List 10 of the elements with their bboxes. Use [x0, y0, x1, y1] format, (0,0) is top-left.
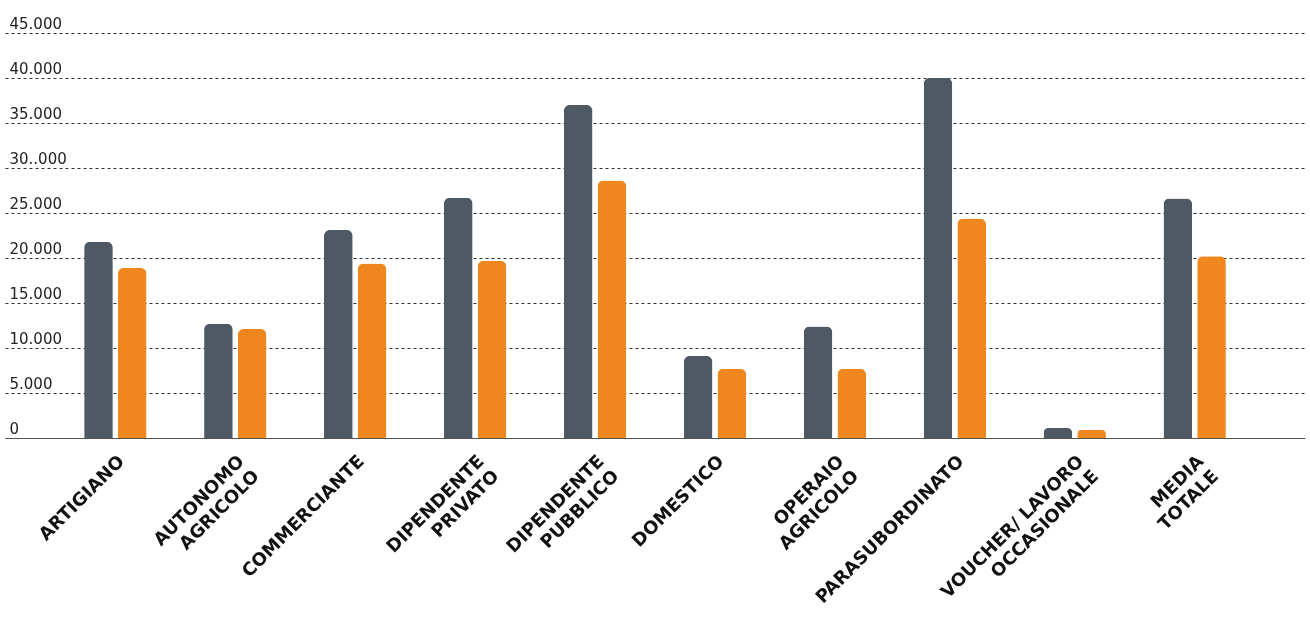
y-tick-label: 0 [9, 419, 20, 438]
y-tick-label: 20.000 [9, 239, 62, 258]
y-tick-label: 15.000 [9, 284, 62, 303]
y-tick-label: 10.000 [9, 329, 62, 348]
y-tick-label: 25.000 [9, 194, 62, 213]
y-tick-label: 5.000 [9, 374, 53, 393]
y-tick-label: 40.000 [9, 59, 62, 78]
y-tick-label: 30..000 [9, 149, 67, 168]
y-tick-label: 35.000 [9, 104, 62, 123]
y-tick-label: 45.000 [9, 14, 62, 33]
